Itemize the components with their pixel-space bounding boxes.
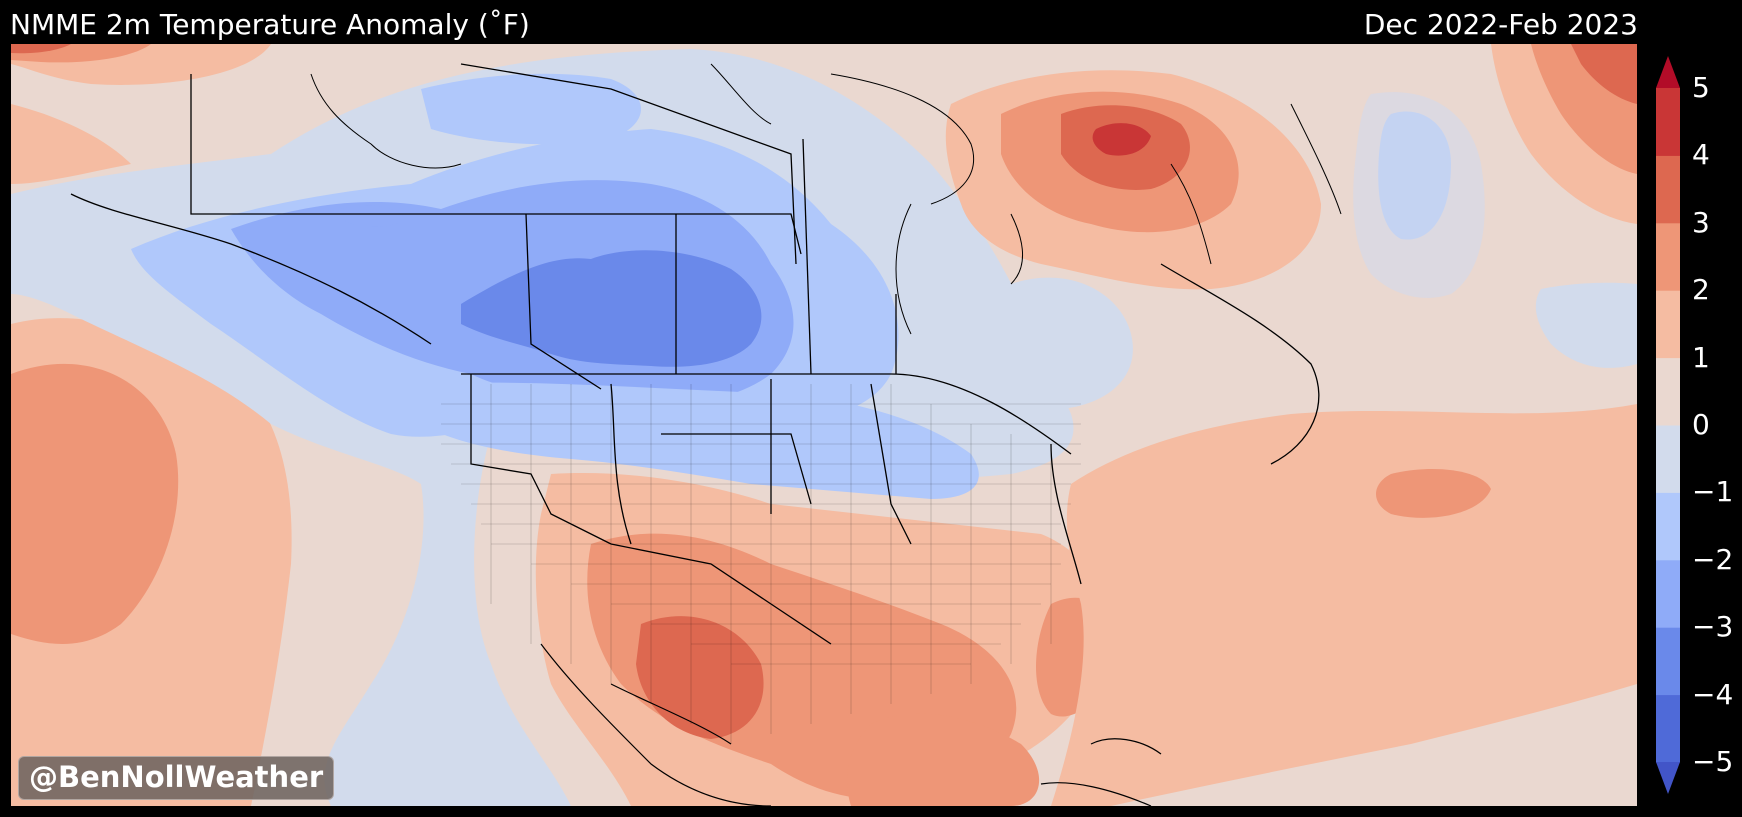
atlantic-warm — [1051, 404, 1637, 806]
mexico-texas-hot — [636, 616, 764, 739]
hudson-bay-cool — [1001, 277, 1133, 409]
colorbar-bin — [1656, 222, 1680, 291]
forecast-period: Dec 2022-Feb 2023 — [1363, 8, 1638, 41]
nw-territories-cool — [421, 73, 641, 145]
anomaly-map — [11, 44, 1637, 806]
colorbar-extend-low — [1656, 762, 1680, 794]
colorbar-bin — [1656, 559, 1680, 628]
colorbar-tick-label: 2 — [1692, 273, 1710, 307]
colorbar-tick-label: −2 — [1692, 542, 1734, 576]
colorbar-tick-label: −1 — [1692, 475, 1734, 509]
colorbar-tick-label: 1 — [1692, 340, 1710, 374]
colorbar-bin — [1656, 88, 1680, 156]
colorbar-bin — [1656, 492, 1680, 561]
colorbar-extend-high — [1656, 56, 1680, 88]
colorbar — [1656, 56, 1680, 794]
map-title: NMME 2m Temperature Anomaly (˚F) — [10, 8, 530, 41]
author-watermark: @BenNollWeather — [18, 756, 335, 800]
colorbar-bin — [1656, 290, 1680, 359]
north-pacific-warm — [11, 104, 131, 184]
colorbar-bin — [1656, 357, 1680, 426]
pacific-warm-core — [11, 363, 179, 644]
colorbar-tick-label: −3 — [1692, 610, 1734, 644]
colorbar-tick-label: 4 — [1692, 138, 1710, 172]
upper-midwest-cool — [431, 382, 979, 499]
colorbar-bin — [1656, 425, 1680, 493]
gulf-of-mexico-warm — [847, 713, 1040, 806]
alberta-sask-cold — [461, 250, 762, 367]
colorbar-bin — [1656, 627, 1680, 696]
colorbar-bin — [1656, 155, 1680, 224]
colorbar-tick-label: 0 — [1692, 408, 1710, 441]
colorbar-tick-label: −4 — [1692, 677, 1734, 711]
colorbar-bin — [1656, 694, 1680, 763]
colorbar-tick-label: −5 — [1692, 745, 1734, 778]
colorbar-tick-label: 3 — [1692, 205, 1710, 239]
colorbar-tick-label: 5 — [1692, 71, 1710, 104]
